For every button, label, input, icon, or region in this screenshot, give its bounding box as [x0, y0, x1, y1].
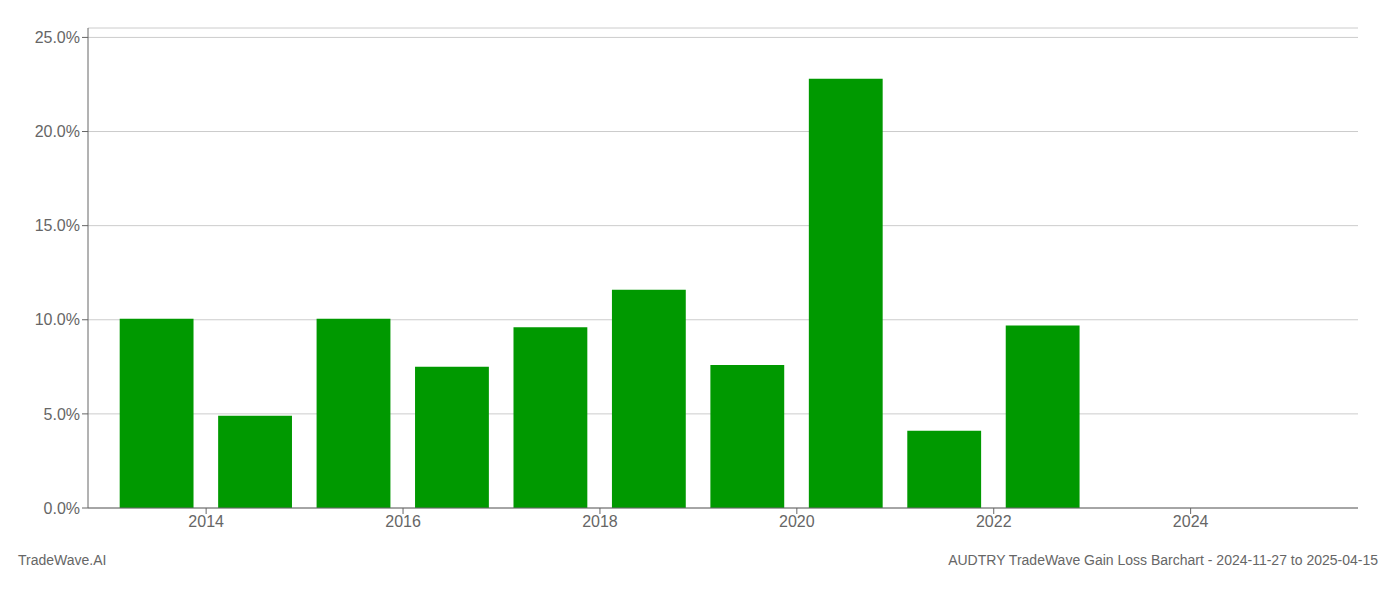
svg-text:25.0%: 25.0% [35, 29, 80, 46]
html-text:TradeWave.AI: TradeWave.AI [18, 552, 107, 568]
svg-text:0.0%: 0.0% [44, 500, 80, 517]
svg-text:2016: 2016 [385, 513, 421, 530]
svg-text:2024: 2024 [1173, 513, 1209, 530]
svg-text:20.0%: 20.0% [35, 123, 80, 140]
svg-text:15.0%: 15.0% [35, 217, 80, 234]
svg-text:5.0%: 5.0% [44, 406, 80, 423]
html-text:AUDTRY TradeWave Gain Loss Bar: AUDTRY TradeWave Gain Loss Barchart - 20… [948, 552, 1378, 568]
svg-text:2014: 2014 [188, 513, 224, 530]
svg-text:2018: 2018 [582, 513, 618, 530]
svg-text:2022: 2022 [976, 513, 1012, 530]
svg-text:2020: 2020 [779, 513, 815, 530]
svg-text:10.0%: 10.0% [35, 311, 80, 328]
